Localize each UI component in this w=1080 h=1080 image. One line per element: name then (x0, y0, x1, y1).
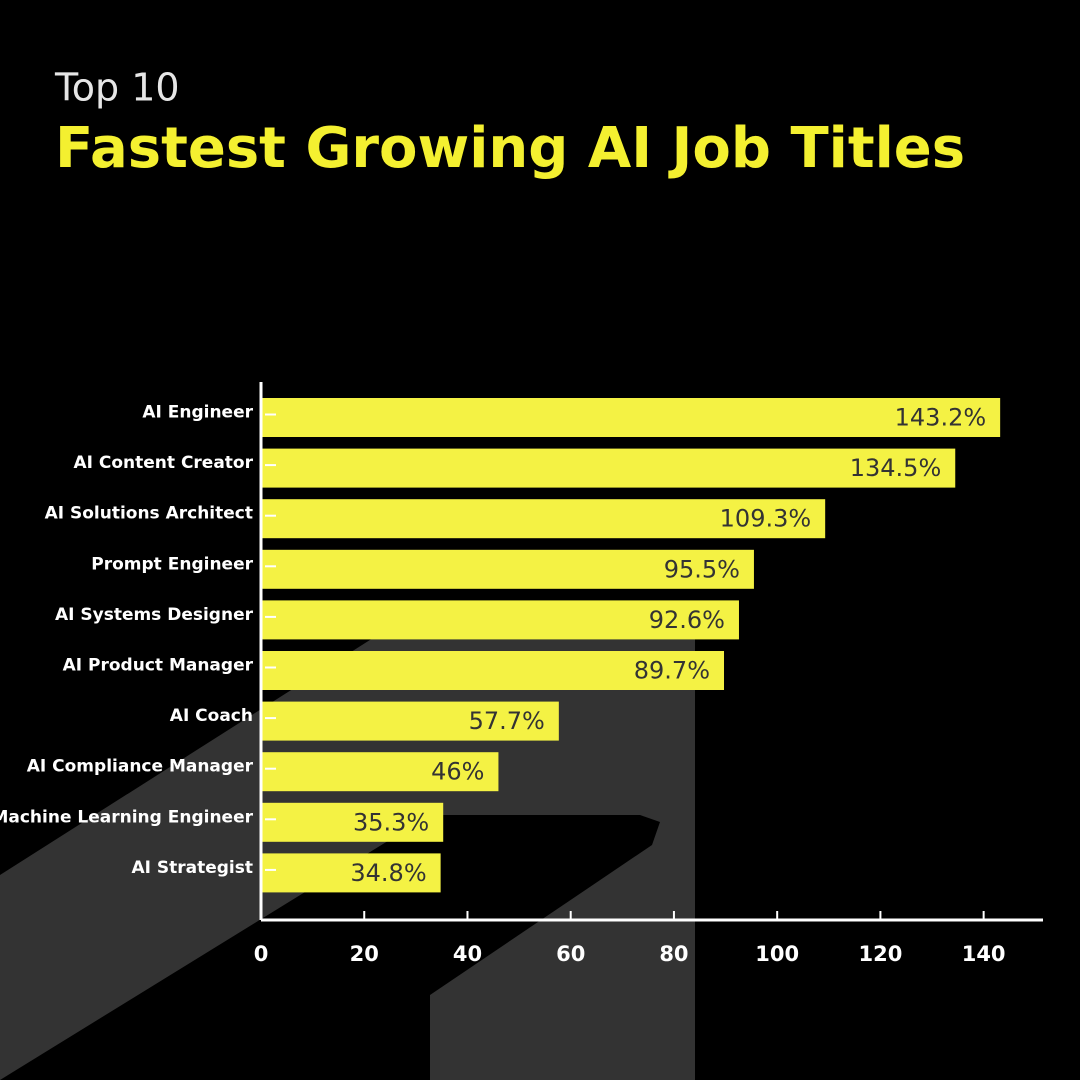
chart-title: Fastest Growing AI Job Titles (55, 116, 965, 181)
y-tick-label: AI Systems Designer (55, 605, 254, 625)
value-label: 109.3% (720, 505, 812, 533)
y-tick-label: AI Coach (170, 706, 253, 726)
x-tick-label: 60 (556, 942, 585, 966)
bar (261, 499, 826, 539)
bar (261, 651, 725, 690)
y-tick-label: AI Solutions Architect (45, 504, 253, 524)
value-label: 95.5% (664, 555, 740, 583)
bar (261, 701, 559, 741)
value-label: 89.7% (634, 657, 710, 685)
value-label: 34.8% (350, 859, 426, 887)
y-tick-label: AI Product Manager (63, 656, 254, 676)
x-tick-label: 40 (453, 942, 482, 966)
bar (261, 752, 499, 792)
y-tick-label: AI Engineer (142, 403, 253, 423)
value-label: 35.3% (353, 808, 429, 836)
value-label: 134.5% (850, 454, 942, 482)
value-label: 46% (431, 758, 484, 786)
x-tick-label: 100 (755, 942, 799, 966)
y-tick-label: Prompt Engineer (91, 554, 253, 574)
y-tick-label: AI Strategist (131, 858, 253, 878)
y-tick-label: Machine Learning Engineer (0, 807, 254, 827)
bar (261, 398, 1001, 437)
value-label: 92.6% (649, 606, 725, 634)
bar (261, 600, 739, 640)
x-tick-label: 20 (350, 942, 379, 966)
y-tick-label: AI Content Creator (73, 453, 253, 473)
value-label: 57.7% (469, 707, 545, 735)
bar (261, 853, 441, 893)
x-tick-label: 140 (962, 942, 1006, 966)
value-label: 143.2% (895, 404, 987, 432)
x-tick-label: 0 (254, 942, 269, 966)
bar (261, 549, 754, 589)
x-tick-label: 120 (858, 942, 902, 966)
bar (261, 448, 956, 488)
y-tick-label: AI Compliance Manager (27, 757, 254, 777)
bar (261, 802, 444, 842)
x-tick-label: 80 (659, 942, 688, 966)
chart-supertitle: Top 10 (54, 66, 180, 110)
